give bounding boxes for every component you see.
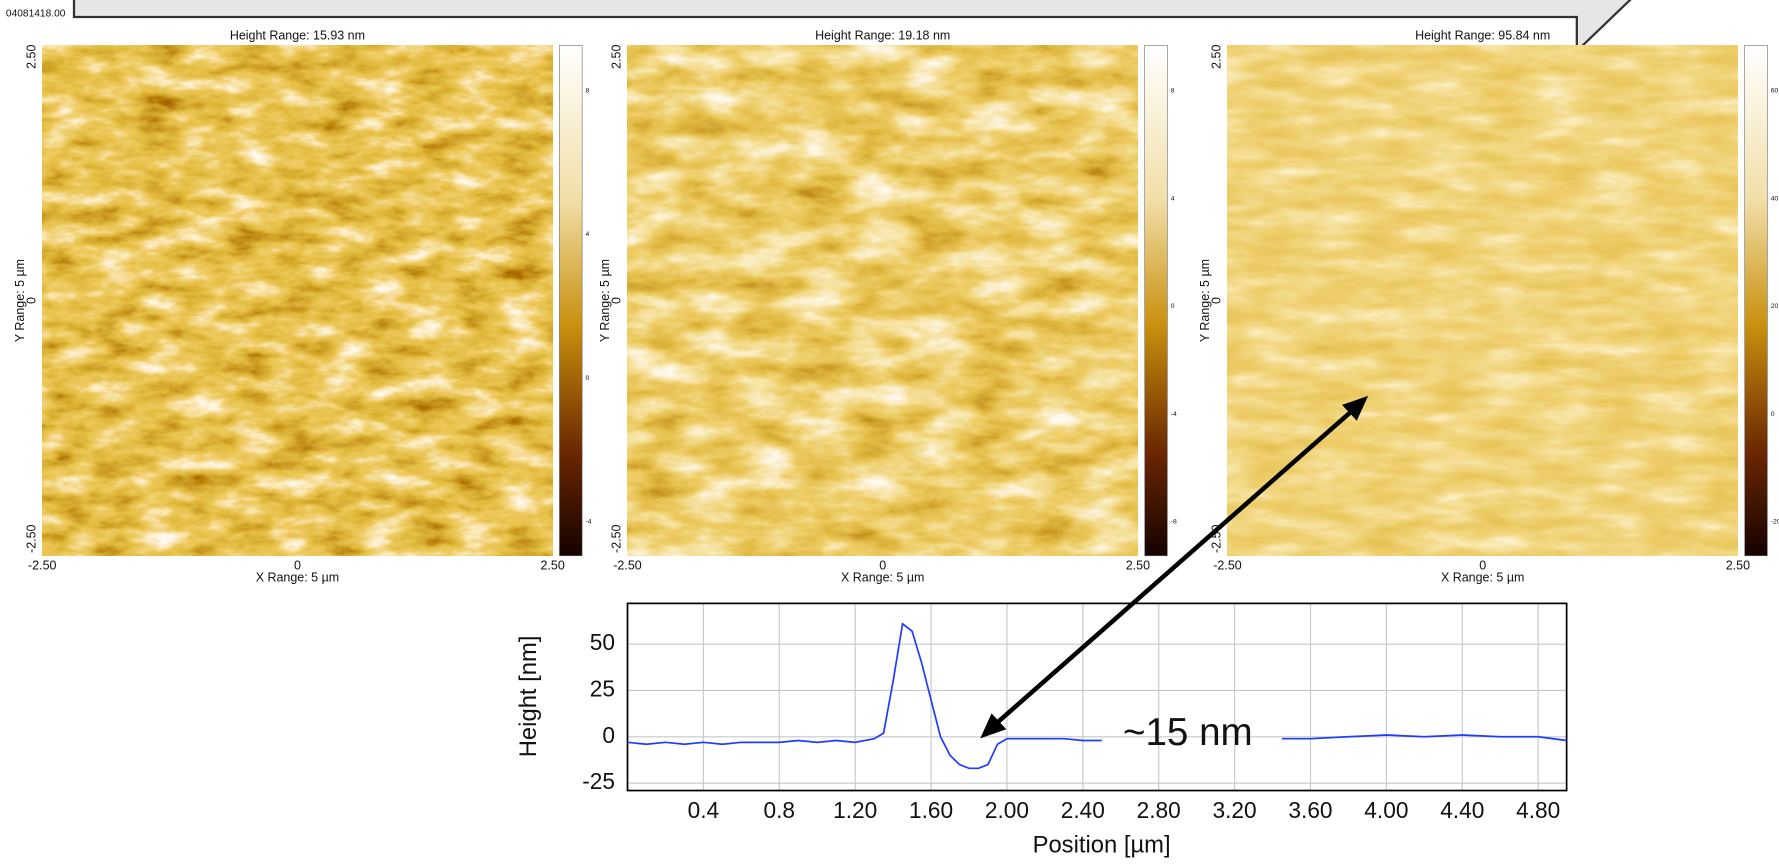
annotation: ~15 nm	[1123, 711, 1253, 754]
x-tick-label: 2.50	[1126, 558, 1150, 572]
x-tick-label: 2.50	[540, 558, 564, 572]
afm-image	[42, 45, 553, 556]
x-tick-label: 3.20	[1213, 797, 1257, 823]
y-tick-label: 25	[590, 675, 615, 701]
y-tick-label: -2.50	[24, 524, 38, 552]
plot-area	[627, 603, 1567, 791]
y-tick-label: -25	[582, 768, 615, 794]
y-tick-label: -2.50	[610, 524, 624, 552]
colorbar-tick-label: 8	[1171, 88, 1175, 95]
y-axis-label: Y Range: 5 µm	[598, 259, 612, 342]
y-tick-label: 50	[590, 629, 615, 655]
y-axis-label: Height [nm]	[515, 636, 542, 758]
y-tick-label: 0	[24, 297, 38, 304]
x-tick-label: 1.60	[909, 797, 953, 823]
afm-images: Height Range: 15.93 nm -2.50 0 2.50 X Range:…	[13, 29, 1779, 585]
colorbar-tick-label: 0	[1771, 411, 1775, 418]
x-tick-label: 0	[294, 558, 301, 572]
callout-box	[72, 0, 1632, 54]
profile-line	[627, 622, 1567, 770]
x-tick-label: 4.80	[1516, 797, 1560, 823]
colorbar-tick-label: 4	[586, 231, 590, 238]
x-axis-label: Position [µm]	[1033, 831, 1171, 858]
y-tick-label: 0	[1210, 297, 1224, 304]
afm-image	[627, 45, 1138, 556]
x-tick-label: 1.20	[833, 797, 877, 823]
x-tick-label: 0.8	[764, 797, 796, 823]
image-title: Height Range: 15.93 nm	[230, 29, 365, 43]
x-tick-label: 3.60	[1288, 797, 1332, 823]
y-tick-label: 2.50	[24, 45, 38, 69]
x-axis-label: X Range: 5 µm	[1441, 571, 1524, 585]
x-tick-label: 4.00	[1364, 797, 1408, 823]
x-tick-label: 0.4	[688, 797, 720, 823]
colorbar-tick-label: 20	[1771, 303, 1779, 310]
y-tick-label: 2.50	[1210, 45, 1224, 69]
x-tick-label: 2.80	[1137, 797, 1181, 823]
colorbar-tick-label: 60	[1771, 88, 1779, 95]
x-tick-label: 0	[1479, 558, 1486, 572]
arrow	[980, 395, 1369, 739]
colorbar	[1744, 45, 1768, 557]
x-tick-label: 2.50	[1726, 558, 1750, 572]
colorbar-tick-label: 40	[1771, 195, 1779, 202]
y-axis-label: Y Range: 5 µm	[13, 259, 27, 342]
file-id: 04081418.00	[6, 8, 66, 19]
afm-image	[1227, 45, 1738, 556]
y-tick-label: 2.50	[610, 45, 624, 69]
x-tick-label: 2.00	[985, 797, 1029, 823]
colorbar-tick-label: -4	[586, 519, 592, 526]
y-tick-label: 0	[602, 722, 615, 748]
colorbar	[559, 45, 583, 557]
image-title: Height Range: 19.18 nm	[815, 29, 950, 43]
y-axis-label: Y Range: 5 µm	[1198, 259, 1212, 342]
colorbar-tick-label: -20	[1771, 519, 1779, 526]
x-tick-label: 0	[879, 558, 886, 572]
plot-frame	[626, 602, 1568, 792]
line-chart: 0.4 0.8 1.20 1.60 2.00 2.40 2.80 3.20 3.60 4.00 4.…	[515, 602, 1568, 858]
x-tick-label: 2.40	[1061, 797, 1105, 823]
x-tick-label: -2.50	[28, 558, 56, 572]
colorbar	[1144, 45, 1168, 557]
colorbar-tick-label: 0	[1171, 303, 1175, 310]
x-axis-label: X Range: 5 µm	[256, 571, 339, 585]
colorbar-tick-label: 0	[586, 375, 590, 382]
image-title: Height Range: 95.84 nm	[1415, 29, 1550, 43]
x-tick-label: -2.50	[613, 558, 641, 572]
x-tick-label: 4.40	[1440, 797, 1484, 823]
colorbar-tick-label: -8	[1171, 519, 1177, 526]
x-tick-label: -2.50	[1213, 558, 1241, 572]
y-tick-label: 0	[610, 297, 624, 304]
colorbar-tick-label: -4	[1171, 411, 1177, 418]
x-axis-label: X Range: 5 µm	[841, 571, 924, 585]
colorbar-tick-label: 4	[1171, 195, 1175, 202]
colorbar-tick-label: 8	[586, 88, 590, 95]
